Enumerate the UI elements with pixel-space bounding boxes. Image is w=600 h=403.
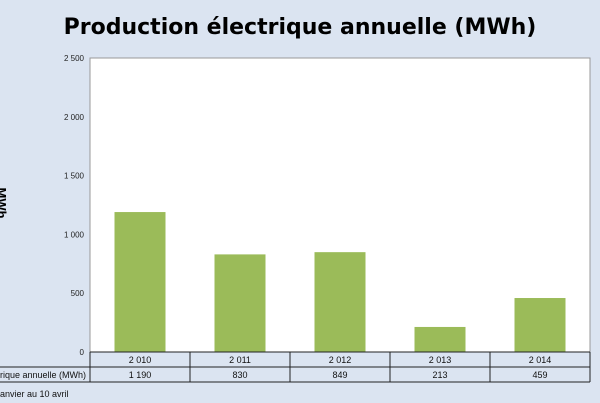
bar [314, 252, 366, 352]
category-label: 2 014 [529, 355, 552, 365]
value-label: 1 190 [129, 370, 152, 380]
table-series-label: ctrique annuelle (MWh) [0, 370, 86, 380]
y-tick-labels: 0 500 1 000 1 500 2 000 2 500 [64, 54, 85, 357]
bar [214, 254, 266, 352]
y-tick-label: 2 500 [64, 54, 85, 63]
y-tick-label: 1 500 [64, 172, 85, 181]
value-label: 830 [232, 370, 247, 380]
value-label: 849 [332, 370, 347, 380]
y-tick-label: 500 [71, 289, 85, 298]
bar [414, 326, 466, 352]
bars [114, 212, 566, 352]
category-label: 2 012 [329, 355, 352, 365]
category-label: 2 011 [229, 355, 251, 365]
category-label: 2 010 [129, 355, 152, 365]
chart-title: Production électrique annuelle (MWh) [64, 15, 537, 40]
bar [114, 212, 166, 352]
y-tick-label: 1 000 [64, 230, 85, 239]
footnote: anvier au 10 avril [0, 389, 69, 399]
bar [514, 298, 566, 352]
category-label: 2 013 [429, 355, 452, 365]
data-table: ctrique annuelle (MWh) 2 010 1 190 2 011 83… [0, 351, 591, 383]
y-tick-label: 0 [80, 348, 85, 357]
value-label: 213 [432, 370, 447, 380]
value-label: 459 [532, 370, 547, 380]
y-axis-label: MWh [0, 187, 9, 218]
y-tick-label: 2 000 [64, 113, 85, 122]
